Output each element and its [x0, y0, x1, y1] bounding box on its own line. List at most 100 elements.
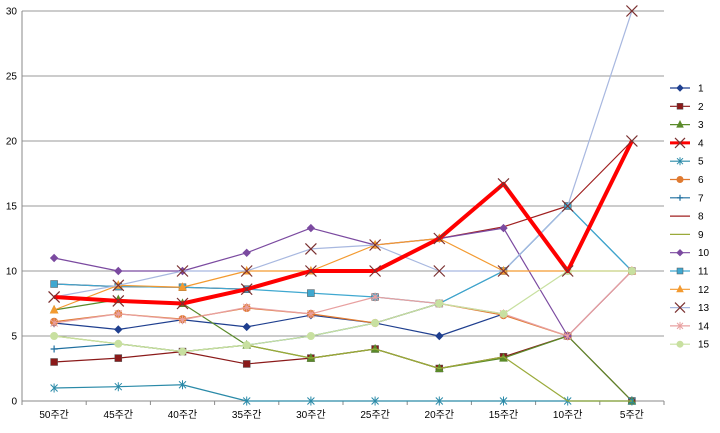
data-point-series-14	[178, 315, 187, 325]
y-tick-label: 15	[6, 202, 18, 213]
data-point-series-5	[114, 382, 123, 392]
data-point-series-14	[50, 318, 58, 328]
data-point-series-13	[240, 265, 253, 277]
data-point-series-4	[561, 265, 574, 277]
x-tick-label: 5주간	[620, 409, 644, 421]
y-tick-label: 0	[11, 397, 17, 408]
data-point-series-13	[561, 200, 574, 212]
legend-label: 6	[698, 175, 704, 186]
legend-label: 13	[698, 303, 710, 314]
x-tick-label: 15주간	[489, 409, 519, 421]
data-point-series-2	[114, 354, 123, 362]
data-point-series-4	[625, 135, 638, 147]
data-point-series-7	[50, 345, 58, 353]
legend-label: 8	[698, 212, 704, 223]
data-point-series-15	[371, 319, 380, 327]
data-point-series-10	[114, 266, 123, 276]
x-tick-label: 10주간	[553, 409, 583, 421]
data-point-series-13	[625, 5, 638, 17]
data-point-series-10	[306, 223, 316, 233]
data-point-series-4	[433, 232, 446, 245]
legend-label: 12	[698, 285, 710, 296]
data-point-series-4	[176, 297, 189, 310]
series-line-15	[54, 270, 632, 353]
series-line-9	[54, 335, 632, 402]
data-point-series-14	[563, 331, 572, 341]
x-tick-label: 45주간	[104, 409, 134, 421]
data-point-series-15	[306, 332, 315, 340]
y-tick-label: 30	[6, 7, 18, 18]
legend-label: 10	[698, 248, 710, 259]
legend-label: 15	[698, 340, 710, 351]
legend-marker-14	[676, 321, 684, 330]
data-point-series-12	[49, 304, 59, 314]
legend-label: 2	[698, 102, 704, 113]
legend-marker-7	[677, 194, 683, 201]
data-point-series-13	[304, 242, 317, 255]
x-tick-label: 25주간	[360, 409, 390, 421]
legend-marker-15	[676, 340, 684, 348]
series-line-10	[53, 227, 633, 337]
data-point-series-4	[497, 177, 510, 190]
legend-label: 11	[698, 267, 709, 278]
legend-marker-1	[676, 84, 684, 92]
series-line-1	[54, 313, 504, 337]
x-tick-label: 35주간	[232, 409, 262, 421]
data-point-series-13	[497, 265, 510, 277]
data-point-series-15	[499, 309, 508, 318]
data-point-series-15	[50, 332, 59, 340]
series-line-2	[54, 335, 633, 402]
data-point-series-4	[240, 283, 253, 296]
data-point-series-10	[49, 253, 59, 263]
data-point-series-14	[114, 309, 123, 319]
data-point-series-4	[48, 291, 61, 303]
data-point-series-4	[112, 294, 125, 307]
series-line-13	[53, 10, 633, 298]
data-point-series-10	[242, 248, 251, 258]
data-point-series-1	[435, 331, 444, 341]
legend-label: 1	[698, 84, 704, 95]
data-point-series-4	[369, 265, 382, 277]
series-line-5	[54, 384, 632, 402]
y-tick-label: 25	[6, 72, 18, 83]
data-point-series-11	[50, 280, 58, 288]
legend-marker-13	[674, 302, 686, 314]
x-tick-label: 30주간	[296, 409, 326, 421]
data-point-series-15	[435, 299, 444, 308]
data-point-series-5	[435, 396, 444, 406]
data-point-series-5	[499, 396, 508, 406]
data-point-series-2	[50, 358, 58, 366]
legend-label: 9	[698, 230, 704, 241]
data-point-series-5	[307, 396, 315, 406]
x-tick-label: 40주간	[168, 409, 198, 421]
data-point-series-15	[178, 347, 187, 356]
legend-marker-5	[676, 157, 684, 166]
x-tick-label: 20주간	[425, 409, 455, 421]
data-point-series-10	[499, 223, 508, 233]
legend-marker-10	[676, 248, 684, 257]
data-point-series-13	[369, 239, 382, 251]
data-point-series-1	[242, 322, 251, 332]
data-point-series-5	[371, 396, 379, 406]
legend-marker-4	[674, 137, 686, 149]
data-point-series-15	[114, 339, 123, 348]
legend-label: 7	[698, 193, 704, 204]
data-point-series-12	[178, 282, 187, 291]
data-point-series-13	[112, 279, 125, 292]
data-point-series-14	[371, 292, 379, 302]
legend-marker-6	[676, 176, 684, 183]
series-line-11	[54, 205, 633, 305]
series-line-4	[53, 140, 634, 306]
data-point-series-5	[178, 380, 187, 390]
data-point-series-1	[114, 325, 123, 334]
data-point-series-2	[242, 360, 251, 368]
y-tick-label: 20	[6, 137, 18, 148]
legend-marker-11	[676, 267, 684, 275]
series-line-14	[54, 270, 633, 337]
legend-label: 4	[698, 138, 704, 149]
legend-label: 5	[698, 157, 704, 168]
data-point-series-15	[242, 341, 251, 350]
y-tick-label: 5	[11, 332, 17, 343]
